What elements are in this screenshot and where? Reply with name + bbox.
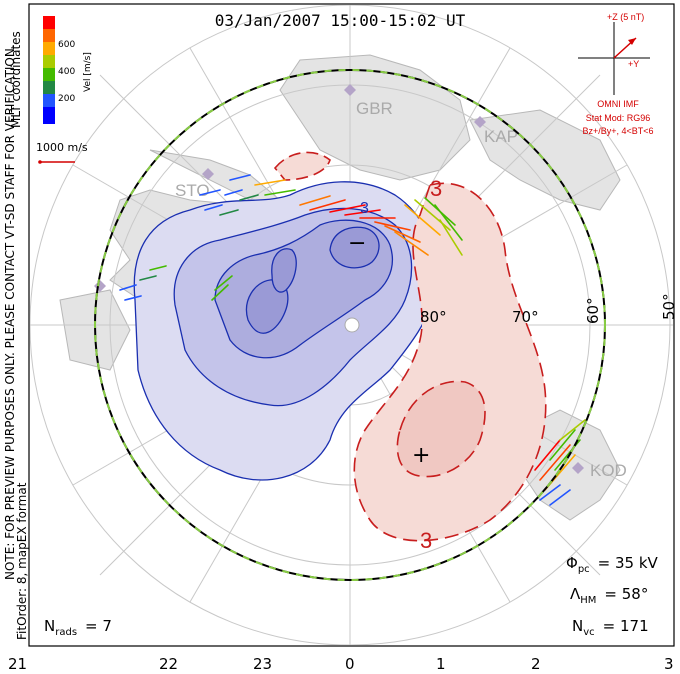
coordinate-system-label: MLT coordinates (9, 31, 23, 128)
preview-note: NOTE: FOR PREVIEW PURPOSES ONLY. PLEASE … (3, 44, 17, 580)
contour-value-label: 3 (420, 528, 432, 553)
imf-clock: +Z (5 nT) +Y OMNI IMF Stat Mod: RG96 Bz+… (578, 12, 654, 136)
latitude-label: 50° (660, 293, 678, 320)
mlt-tick: 23 (253, 655, 272, 673)
mlt-tick: 21 (8, 655, 27, 673)
station-label: STO (175, 181, 210, 200)
contour-value-label: 3 (360, 200, 369, 217)
mlt-tick: 1 (436, 655, 446, 673)
colorbar-label: Vel [m/s] (83, 52, 93, 92)
nvc-value: Nvc = 171 (572, 617, 649, 638)
reference-vector-label: 1000 m/s (36, 141, 88, 154)
colorbar-tick: 200 (58, 94, 75, 104)
mlt-tick: 22 (159, 655, 178, 673)
imf-condition: Bz+/By+, 4<BT<6 (582, 126, 653, 136)
nrads-value: Nrads = 7 (44, 617, 112, 638)
station-label: KOD (590, 461, 627, 480)
pole-marker (344, 317, 360, 333)
imf-source: OMNI IMF (597, 99, 639, 109)
imf-y-label: +Y (628, 59, 639, 69)
fit-order-note: FitOrder: 8, mapEX format (15, 482, 29, 640)
hm-boundary-green (94, 69, 606, 581)
velocity-colorbar: 600 400 200 Vel [m/s] (43, 16, 93, 124)
contour-value-label: 3 (430, 176, 442, 201)
station-marker-west (94, 280, 106, 292)
imf-stat-model: Stat Mod: RG96 (586, 113, 651, 123)
station-marker-sto (202, 168, 214, 180)
latitude-label: 70° (512, 308, 539, 326)
station-marker-kod (572, 462, 584, 474)
lambda-hm-value: ΛHM = 58° (570, 585, 648, 606)
plot-frame (28, 3, 675, 647)
statistics: Φpc = 35 kV ΛHM = 58° Nvc = 171 Nrads = 7 (44, 554, 659, 638)
colorbar-tick: 400 (58, 67, 75, 77)
mlt-axis: 21 22 23 0 1 2 3 (8, 655, 674, 673)
contour-max-sign: + (412, 443, 430, 468)
contour-min-sign: − (348, 231, 366, 256)
velocity-vectors (119, 174, 586, 506)
latitude-label: 80° (420, 308, 447, 326)
imf-z-label: +Z (5 nT) (607, 12, 644, 22)
phi-pc-value: Φpc = 35 kV (566, 554, 659, 575)
negative-potential-cell (133, 181, 437, 481)
positive-potential-cell (273, 151, 547, 542)
mlt-tick: 2 (531, 655, 541, 673)
colorbar-tick: 600 (58, 40, 75, 50)
station-marker-gbr (344, 84, 356, 96)
station-label: GBR (356, 99, 393, 118)
mlt-tick: 3 (664, 655, 674, 673)
station-label: KAP (484, 127, 518, 146)
map-title: 03/Jan/2007 15:00-15:02 UT (215, 11, 466, 30)
station-marker-kap (474, 116, 486, 128)
reference-vector-origin (38, 160, 42, 164)
mlt-tick: 0 (345, 655, 355, 673)
latitude-label: 60° (584, 297, 602, 324)
